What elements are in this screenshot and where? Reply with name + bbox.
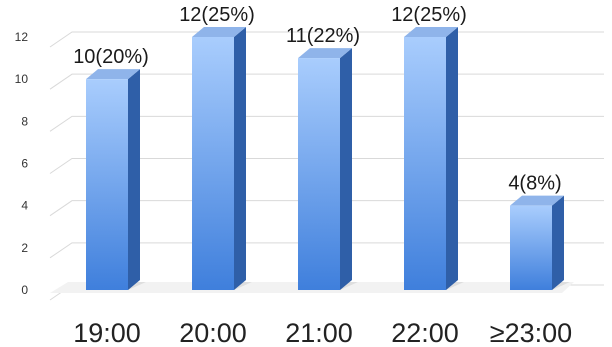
bar-top: [192, 27, 246, 37]
bars: [86, 27, 570, 291]
bar-side: [446, 27, 458, 290]
data-label: 12(25%): [391, 4, 467, 26]
bar: [86, 69, 146, 291]
bar-top: [86, 69, 140, 80]
bar-top: [404, 27, 458, 37]
y-tick-label: 12: [15, 30, 29, 44]
bar-side: [128, 69, 140, 291]
y-tick-label: 6: [21, 157, 28, 171]
x-tick-label: 22:00: [391, 318, 459, 347]
bar: [192, 27, 252, 290]
bar-side: [340, 48, 352, 291]
data-label: 10(20%): [73, 46, 149, 68]
bar-top: [510, 195, 564, 206]
y-tick-label: 4: [21, 199, 28, 213]
x-tick-label: 19:00: [73, 318, 141, 347]
data-labels: 10(20%) 12(25%) 11(22%) 12(25%) 4(8%): [73, 4, 561, 195]
bar-front: [404, 37, 446, 290]
y-tick-label: 0: [21, 283, 28, 297]
bar: [510, 195, 570, 290]
data-label: 4(8%): [508, 173, 561, 195]
x-axis: 19:00 20:00 21:00 22:00 ≥23:00: [73, 318, 572, 347]
data-label: 11(22%): [286, 25, 360, 47]
y-tick-label: 2: [21, 241, 28, 255]
bar: [298, 48, 358, 291]
bar-front: [298, 58, 340, 291]
bar-side: [234, 27, 246, 290]
x-tick-label: 21:00: [285, 318, 353, 347]
y-tick-label: 10: [15, 72, 29, 86]
bar-front: [510, 205, 552, 290]
x-tick-label: 20:00: [179, 318, 247, 347]
gridlines: [49, 31, 604, 301]
bar-top: [298, 48, 352, 59]
x-tick-label: ≥23:00: [490, 318, 572, 347]
bar-front: [192, 37, 234, 290]
y-tick-label: 8: [21, 114, 28, 128]
bar: [404, 27, 464, 290]
bar-front: [86, 79, 128, 291]
data-label: 12(25%): [179, 4, 255, 26]
bar-side: [552, 195, 564, 290]
y-axis: 0 2 4 6 8 10 12: [15, 30, 29, 297]
